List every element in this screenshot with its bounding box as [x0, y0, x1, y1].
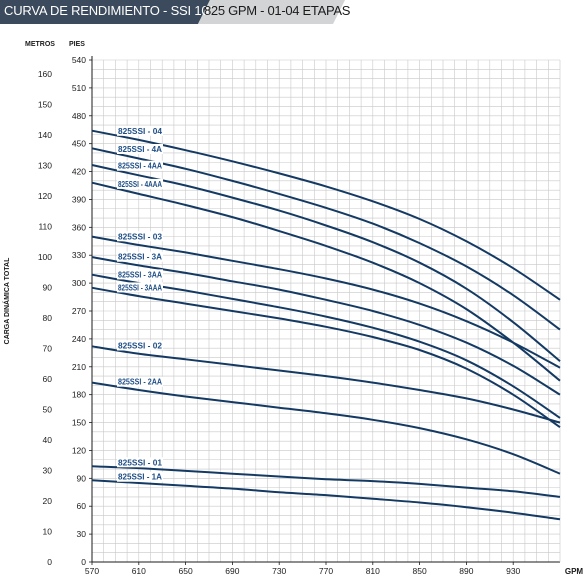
curve-label-background — [117, 471, 163, 482]
y-metros-tick-label: 20 — [43, 496, 53, 506]
curve-line — [91, 181, 561, 382]
curve-label: 825SSI - 4AA — [118, 162, 162, 171]
y-pies-tick-label: 120 — [72, 445, 86, 455]
y-metros-tick-label: 160 — [38, 69, 52, 79]
y-pies-tick-label: 510 — [72, 83, 86, 93]
y-pies-tick-label: 390 — [72, 194, 86, 204]
curve-line — [91, 345, 561, 424]
x-tick-label: 690 — [225, 566, 239, 576]
curve-label-background — [117, 160, 163, 171]
header-dark-banner — [0, 0, 210, 24]
y-pies-tick-label: 180 — [72, 390, 86, 400]
curve-line — [91, 479, 561, 521]
y-pies-tick-label: 540 — [72, 55, 86, 65]
curve-line — [91, 256, 561, 396]
curve-label-background — [117, 282, 163, 293]
y-pies-tick-label: 330 — [72, 250, 86, 260]
y-pies-tick-label: 480 — [72, 111, 86, 121]
x-tick-label: 810 — [366, 566, 380, 576]
x-tick-label: 610 — [132, 566, 146, 576]
x-tick-label: 570 — [85, 566, 99, 576]
chart-curves — [91, 129, 561, 521]
y-metros-tick-label: 120 — [38, 191, 52, 201]
y-metros-tick-label: 110 — [38, 222, 52, 232]
y-metros-tick-label: 0 — [47, 557, 52, 567]
curve-label-background — [117, 340, 163, 351]
y-pies-tick-label: 360 — [72, 222, 86, 232]
curve-label: 825SSI - 1A — [118, 473, 162, 482]
curve-line — [91, 129, 561, 301]
x-axis-title: GPM — [565, 567, 584, 576]
y-right-axis-title: PIES — [69, 41, 85, 48]
curve-label-background — [117, 178, 163, 189]
y-metros-tick-label: 30 — [43, 466, 53, 476]
curve-label-background — [117, 231, 163, 242]
chart-header — [0, 0, 345, 24]
x-tick-label: 850 — [413, 566, 427, 576]
y-pies-tick-label: 420 — [72, 167, 86, 177]
curve-label: 825SSI - 3AA — [118, 270, 162, 279]
y-pies-tick-label: 240 — [72, 334, 86, 344]
curve-label: 825SSI - 2AA — [118, 378, 162, 387]
curve-label-background — [117, 457, 163, 468]
curve-label: 825SSI - 02 — [118, 341, 163, 350]
y-metros-tick-label: 80 — [43, 313, 53, 323]
curve-line — [91, 381, 561, 475]
y-metros-tick-label: 50 — [43, 405, 53, 415]
y-pies-tick-label: 90 — [77, 473, 87, 483]
curve-label-background — [117, 125, 163, 136]
chart-labels: 825SSI - 04 825SSI - 4A 825SSI - 4AA 825SSI… — [117, 125, 163, 482]
x-tick-label: 770 — [319, 566, 333, 576]
x-tick-label: 730 — [272, 566, 286, 576]
y-pies-tick-label: 270 — [72, 306, 86, 316]
curve-line — [91, 164, 561, 362]
x-tick-label: 650 — [179, 566, 193, 576]
y-pies-tick-label: 30 — [77, 529, 87, 539]
header-light-banner — [198, 0, 345, 24]
y-pies-tick-label: 0 — [81, 557, 86, 567]
y-pies-tick-label: 150 — [72, 418, 86, 428]
curve-line — [91, 147, 561, 331]
chart-subtitle: 825 GPM - 01-04 ETAPAS — [204, 3, 351, 18]
curve-label: 825SSI - 03 — [118, 232, 163, 241]
y-metros-tick-label: 130 — [38, 161, 52, 171]
y-metros-tick-label: 70 — [43, 344, 53, 354]
y-metros-tick-label: 140 — [38, 130, 52, 140]
curve-line — [91, 273, 561, 419]
curve-label-background — [117, 376, 163, 387]
curve-label-background — [117, 269, 163, 280]
curve-label: 825SSI - 4A — [118, 145, 162, 154]
y-axis-title: CARGA DINÁMICA TOTAL — [2, 257, 11, 344]
y-metros-tick-label: 40 — [43, 435, 53, 445]
curve-line — [91, 286, 561, 429]
curve-label-background — [117, 251, 163, 262]
curve-label: 825SSI - 4AAA — [118, 180, 162, 189]
y-metros-tick-label: 150 — [38, 100, 52, 110]
y-pies-tick-label: 450 — [72, 139, 86, 149]
y-metros-tick-label: 10 — [43, 527, 53, 537]
curve-label: 825SSI - 01 — [118, 458, 163, 467]
y-pies-tick-label: 300 — [72, 278, 86, 288]
curve-label: 825SSI - 04 — [118, 127, 163, 136]
curve-label-background — [117, 143, 163, 154]
curve-label: 825SSI - 3AAA — [118, 283, 162, 292]
x-tick-label: 930 — [506, 566, 520, 576]
y-metros-tick-label: 90 — [43, 283, 53, 293]
curve-line — [91, 235, 561, 369]
y-metros-tick-label: 60 — [43, 374, 53, 384]
chart-axes: 570 610 650 690 730 770 810 850 890 930 GPM 0 30 60 90… — [2, 41, 583, 576]
y-left-axis-title: METROS — [25, 41, 55, 48]
x-tick-label: 890 — [459, 566, 473, 576]
y-pies-tick-label: 60 — [77, 501, 87, 511]
curve-label: 825SSI - 3A — [118, 253, 162, 262]
chart-title: CURVA DE RENDIMIENTO - SSI 10" — [4, 3, 213, 18]
y-metros-tick-label: 100 — [38, 252, 52, 262]
curve-line — [91, 465, 561, 498]
y-pies-tick-label: 210 — [72, 362, 86, 372]
